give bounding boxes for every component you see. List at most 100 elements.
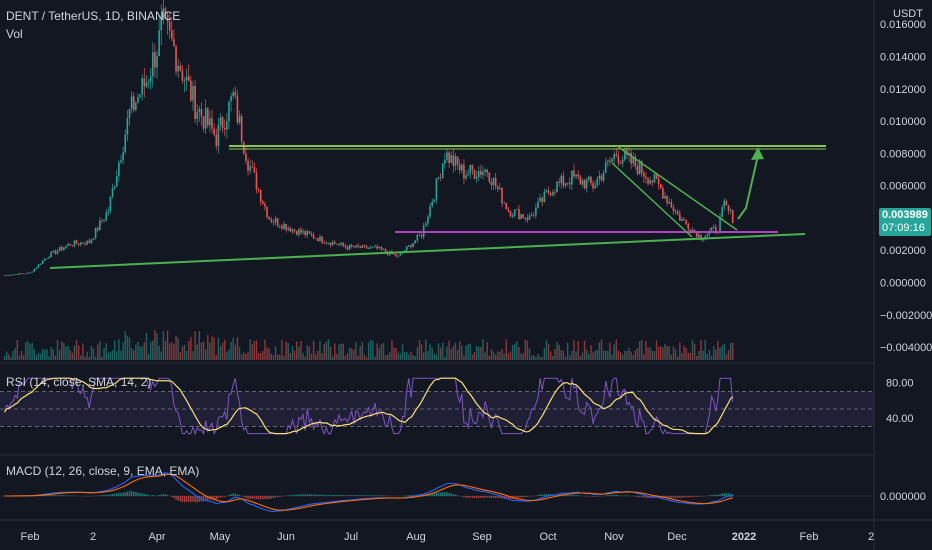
volume-bar xyxy=(719,347,721,360)
candle-body xyxy=(727,205,730,211)
symbol-title[interactable]: DENT / TetherUS, 1D, BINANCE xyxy=(6,9,181,23)
macd-histogram-bar xyxy=(56,495,59,496)
volume-bar xyxy=(579,355,582,360)
channel-bottom[interactable] xyxy=(611,162,693,238)
candle-body xyxy=(488,172,491,182)
volume-bar xyxy=(486,342,488,360)
macd-histogram-bar xyxy=(543,494,546,496)
candle-body xyxy=(18,273,21,275)
volume-bar xyxy=(336,353,338,360)
volume-bar xyxy=(645,341,647,360)
volume-bar xyxy=(471,354,474,360)
macd-histogram-bar xyxy=(564,494,567,496)
macd-histogram-bar xyxy=(173,496,175,499)
candle-body xyxy=(725,200,728,206)
time-tick-label: Sep xyxy=(472,531,492,543)
candle-body xyxy=(596,178,599,186)
candle-body xyxy=(181,70,184,81)
candle-body xyxy=(135,102,137,110)
macd-histogram-bar xyxy=(370,495,372,496)
price-axis[interactable]: 0.016000 0.014000 0.012000 0.010000 0.008000… xyxy=(880,19,932,354)
macd-histogram-bar xyxy=(166,494,169,496)
candle-body xyxy=(507,209,510,212)
candle-body xyxy=(39,264,42,265)
volume-bar xyxy=(204,349,207,360)
rsi-legend[interactable]: RSI (14, close, SMA, 14, 2) xyxy=(6,375,152,389)
volume-bar xyxy=(435,354,438,360)
volume-bar xyxy=(461,345,463,360)
macd-line xyxy=(4,472,733,512)
volume-bar xyxy=(668,346,670,360)
volume-bar xyxy=(8,354,10,360)
volume-bar xyxy=(427,351,429,360)
candle-body xyxy=(202,116,205,129)
volume-bar xyxy=(245,353,247,360)
volume-bar xyxy=(302,352,304,360)
candle-body xyxy=(492,177,495,185)
volume-bar xyxy=(484,352,486,360)
macd-histogram-bar xyxy=(490,496,493,499)
macd-histogram-bar xyxy=(448,492,450,496)
volume-bar xyxy=(321,353,323,360)
volume-bar xyxy=(300,340,302,360)
macd-histogram-bar xyxy=(130,490,133,496)
candle-body xyxy=(137,96,139,103)
macd-histogram-bar xyxy=(367,495,370,496)
volume-bar xyxy=(357,355,359,360)
candle-body xyxy=(281,226,283,229)
macd-histogram-bar xyxy=(723,493,725,496)
macd-histogram-bar xyxy=(494,496,497,498)
candle-body xyxy=(10,274,12,276)
candle-body xyxy=(71,245,74,246)
macd-histogram-bar xyxy=(545,493,548,496)
volume-bar xyxy=(615,339,618,360)
volume-bar xyxy=(562,350,565,360)
candle-body xyxy=(304,231,306,236)
volume-bar xyxy=(236,337,239,360)
price-tick-label: 0.014000 xyxy=(880,52,926,64)
macd-histogram-bar xyxy=(133,491,135,496)
volume-bar xyxy=(139,346,141,360)
volume-bar xyxy=(42,348,44,360)
candle-body xyxy=(397,255,400,257)
macd-legend[interactable]: MACD (12, 26, close, 9, EMA, EMA) xyxy=(6,464,200,478)
macd-histogram-bar xyxy=(50,495,52,496)
volume-bar xyxy=(270,353,272,360)
candle-body xyxy=(679,213,681,221)
candle-body xyxy=(461,164,463,171)
volume-bar xyxy=(664,343,666,360)
macd-histogram-bar xyxy=(410,495,412,496)
volume-bar xyxy=(545,340,548,360)
volume-bar xyxy=(541,356,543,360)
candle-body xyxy=(367,248,370,249)
currency-label: USDT xyxy=(893,8,923,20)
candle-body xyxy=(334,242,336,244)
volume-bar xyxy=(516,341,518,360)
candle-body xyxy=(539,197,541,202)
volume-bar xyxy=(710,355,713,360)
volume-bar xyxy=(296,341,298,360)
macd-histogram-bar xyxy=(190,496,192,503)
time-axis[interactable]: Feb 2 Apr May Jun Jul Aug Sep Oct Nov Dec 2022 Feb 2 xyxy=(21,531,875,543)
macd-histogram-bar xyxy=(520,496,522,498)
macd-histogram-bar xyxy=(698,496,700,497)
trendline[interactable] xyxy=(49,233,806,269)
macd-histogram-bar xyxy=(442,492,444,496)
candle-body xyxy=(509,211,512,217)
candle-body xyxy=(530,215,533,216)
volume-bar xyxy=(370,339,372,360)
volume-bar xyxy=(3,355,6,360)
macd-histogram-bar xyxy=(408,495,410,496)
channel-top[interactable] xyxy=(616,145,738,231)
macd-histogram-bar xyxy=(310,494,313,496)
macd-histogram-bar xyxy=(319,494,321,496)
candle-body xyxy=(234,92,237,96)
projection-arrow[interactable] xyxy=(737,154,759,220)
volume-bar xyxy=(255,340,258,360)
candle-body xyxy=(319,236,321,242)
price-tick-label: 0.000000 xyxy=(880,278,926,290)
macd-histogram-bar xyxy=(528,496,531,497)
macd-histogram-bar xyxy=(611,494,613,496)
projection-arrowhead xyxy=(751,147,764,160)
